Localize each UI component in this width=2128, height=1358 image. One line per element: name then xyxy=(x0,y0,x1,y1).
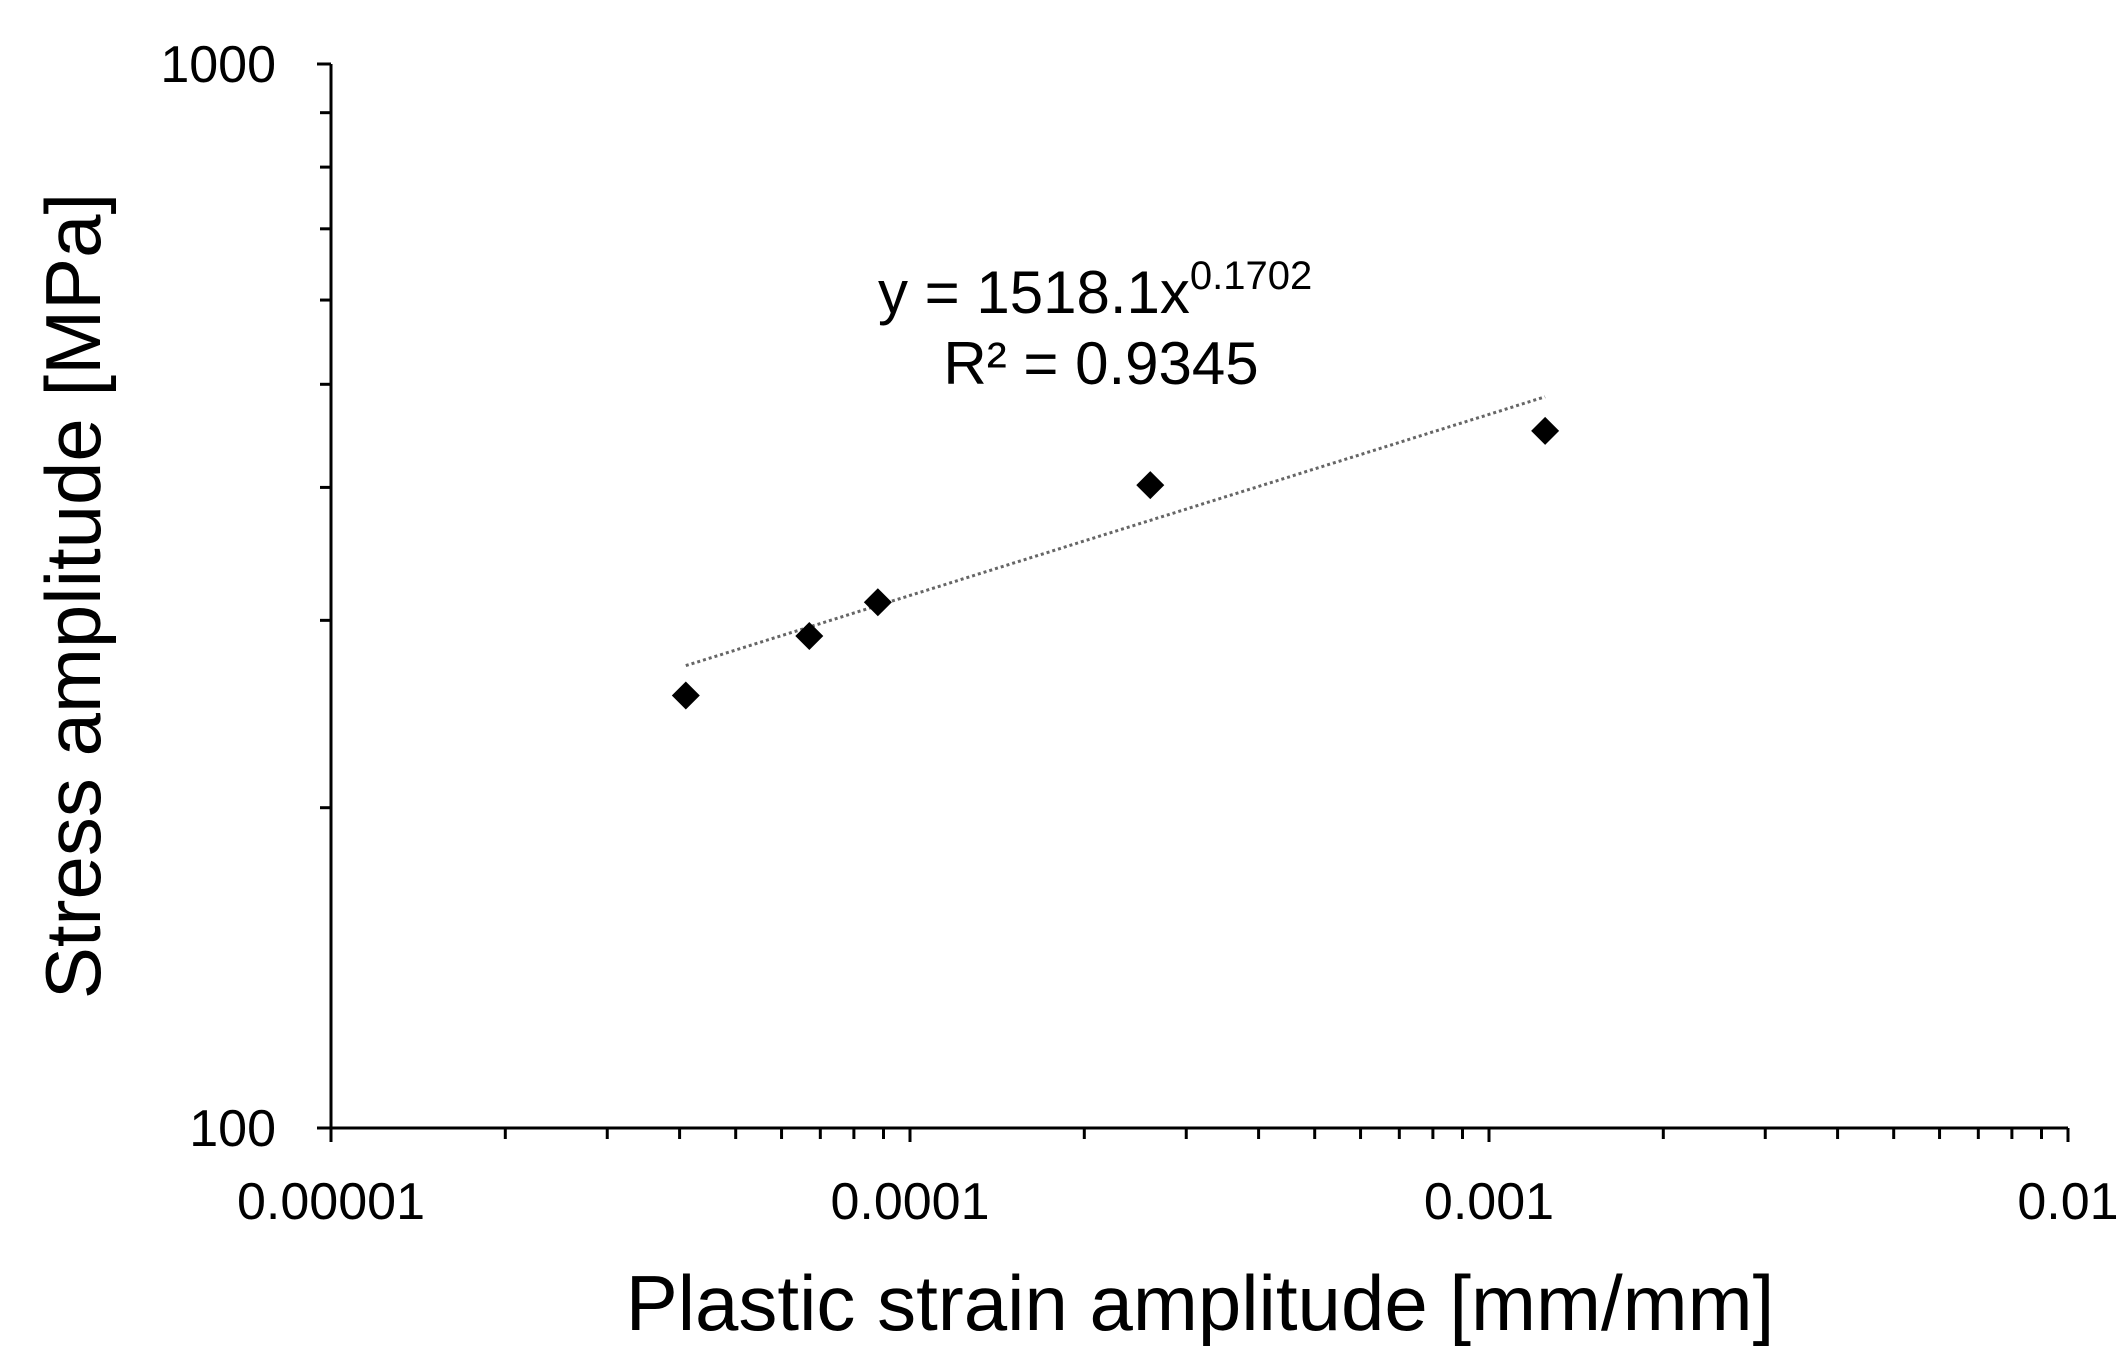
axis-ticks xyxy=(317,62,2070,1142)
r-squared-label: R² = 0.9345 xyxy=(943,330,1258,397)
y-tick-label-100: 100 xyxy=(189,1100,276,1158)
y-tick-label-1000: 1000 xyxy=(160,36,276,94)
equation-prefix: y = 1518.1x xyxy=(878,259,1190,326)
trendline-equation: y = 1518.1x0.1702 xyxy=(878,254,1312,326)
data-points xyxy=(671,416,1560,710)
data-point-5 xyxy=(1531,416,1560,445)
x-tick-label-0.001: 0.001 xyxy=(1424,1173,1554,1231)
data-point-4 xyxy=(1136,471,1165,500)
trendline xyxy=(685,395,1546,668)
data-point-2 xyxy=(795,622,824,651)
x-tick-label-0.01: 0.01 xyxy=(2017,1173,2118,1231)
y-axis-title: Stress amplitude [MPa] xyxy=(29,193,117,999)
x-axis-title: Plastic strain amplitude [mm/mm] xyxy=(626,1259,1775,1347)
x-tick-label-0.0001: 0.0001 xyxy=(830,1173,989,1231)
equation-exponent: 0.1702 xyxy=(1190,254,1312,298)
x-tick-label-0.00001: 0.00001 xyxy=(237,1173,425,1231)
data-point-1 xyxy=(671,681,700,710)
data-point-3 xyxy=(863,588,892,617)
